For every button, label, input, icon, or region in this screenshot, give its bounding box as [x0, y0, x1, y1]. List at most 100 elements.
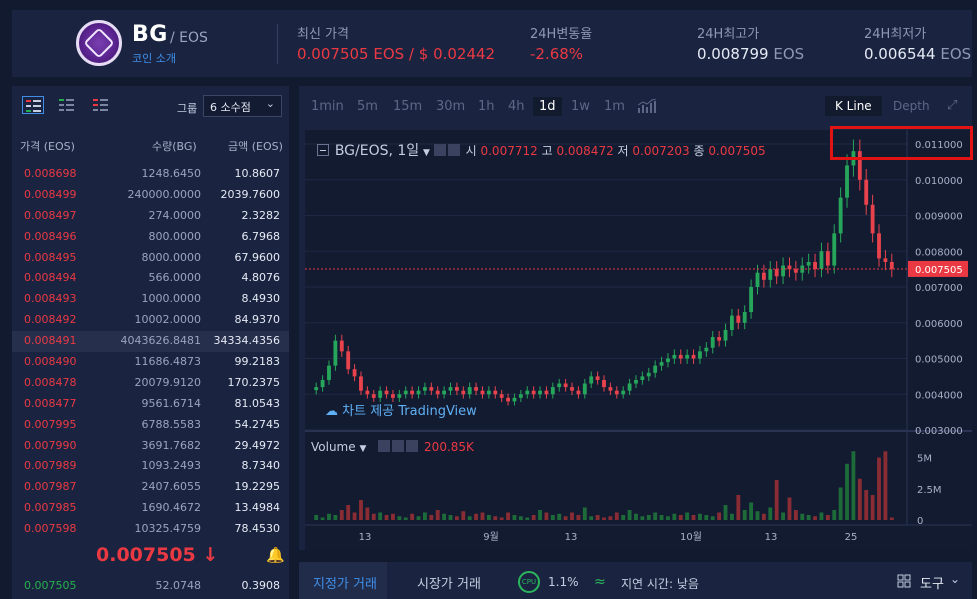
- candle: [486, 390, 491, 395]
- ask-qty: 10002.0000: [134, 313, 201, 327]
- tools-button[interactable]: 도구: [920, 577, 944, 592]
- ask-qty: 1248.6450: [141, 167, 202, 180]
- ask-row[interactable]: 0.008496 800.0000 6.7968: [12, 227, 289, 248]
- ask-row[interactable]: 0.007598 10325.4759 78.4530: [12, 519, 289, 540]
- trade-bar: 지정가 거래 시장가 거래 CPU 1.1% ≈ 지연 시간: 낮음 도구 ⌄: [299, 562, 972, 599]
- volume-bar: [793, 510, 798, 520]
- price-tick: 0.005000: [915, 355, 963, 366]
- date-tick: 9월: [483, 531, 499, 543]
- tab-kline[interactable]: K Line: [825, 96, 882, 116]
- candle: [365, 390, 370, 395]
- tab-limit-order[interactable]: 지정가 거래: [299, 562, 387, 599]
- coin-intro-link[interactable]: 코인 소개: [132, 52, 176, 65]
- ask-list: 0.008698 1248.6450 10.8607 0.008499 240000.0…: [12, 164, 289, 540]
- tf-30m[interactable]: 30m: [436, 99, 466, 114]
- volume-bar: [736, 495, 741, 520]
- candle: [832, 233, 837, 266]
- tf-1min[interactable]: 1min: [311, 99, 344, 114]
- volume-bar: [365, 507, 370, 520]
- volume-bar: [346, 505, 351, 520]
- candle: [825, 251, 830, 266]
- candle: [793, 269, 798, 273]
- ask-row[interactable]: 0.008490 11686.4873 99.2183: [12, 352, 289, 373]
- price-chart[interactable]: 0.011000 0.010000 0.009000 0.008000 0.007000…: [305, 130, 972, 550]
- volume-tick: 5M: [917, 454, 932, 465]
- ask-row[interactable]: 0.008477 9561.6714 81.0543: [12, 394, 289, 415]
- ask-row[interactable]: 0.007987 2407.6055 19.2295: [12, 477, 289, 498]
- candle: [352, 369, 357, 377]
- candle: [339, 340, 344, 352]
- candle: [384, 390, 389, 395]
- volume-bar: [723, 505, 728, 520]
- date-tick: 13: [359, 532, 372, 543]
- tf-1m[interactable]: 1m: [604, 99, 625, 114]
- view-bids-icon[interactable]: [56, 96, 78, 114]
- ask-qty: 3691.7682: [141, 438, 202, 452]
- candle: [538, 390, 542, 395]
- volume-bar: [550, 515, 555, 520]
- header-divider: [277, 24, 278, 64]
- ask-row[interactable]: 0.007989 1093.2493 8.7340: [12, 456, 289, 477]
- indicators-icon[interactable]: [637, 99, 657, 113]
- tf-1h[interactable]: 1h: [478, 99, 495, 114]
- tf-1w[interactable]: 1w: [571, 99, 590, 114]
- ask-row[interactable]: 0.008491 4043626.8481 34334.4356: [12, 331, 289, 353]
- tf-1d[interactable]: 1d: [533, 97, 562, 116]
- ask-row[interactable]: 0.008493 1000.0000 8.4930: [12, 289, 289, 310]
- price-tick: 0.010000: [915, 176, 963, 187]
- candle: [423, 387, 427, 391]
- tradingview-brand[interactable]: ☁ 차트 제공 TradingView: [325, 404, 477, 419]
- volume-bar: [333, 515, 338, 520]
- candle: [806, 261, 811, 266]
- candle: [314, 387, 319, 391]
- volume-bar: [825, 515, 830, 520]
- chart-area[interactable]: 0.011000 0.010000 0.009000 0.008000 0.007000…: [305, 130, 972, 550]
- bid-row[interactable]: 0.007505 52.0748 0.3908: [24, 579, 280, 592]
- volume-bar: [570, 512, 574, 520]
- ask-row[interactable]: 0.007990 3691.7682 29.4972: [12, 436, 289, 457]
- tools-icon[interactable]: [897, 574, 911, 588]
- tab-depth[interactable]: Depth: [893, 99, 930, 113]
- price-tick: 0.004000: [915, 390, 963, 401]
- volume-bar: [410, 513, 415, 520]
- tf-15m[interactable]: 15m: [393, 99, 423, 114]
- ask-row[interactable]: 0.008698 1248.6450 10.8607: [12, 164, 289, 185]
- ask-row[interactable]: 0.008478 20079.9120 170.2375: [12, 373, 289, 394]
- ask-row[interactable]: 0.008494 566.0000 4.8076: [12, 268, 289, 289]
- ask-price: 0.008495: [24, 250, 77, 264]
- volume-bar: [749, 502, 754, 520]
- candle: [397, 394, 402, 398]
- ask-row[interactable]: 0.008497 274.0000 2.3282: [12, 206, 289, 227]
- ask-row[interactable]: 0.008495 8000.0000 67.9600: [12, 248, 289, 269]
- ask-row[interactable]: 0.007985 1690.4672 13.4984: [12, 498, 289, 519]
- ask-row[interactable]: 0.008499 240000.0000 2039.7600: [12, 185, 289, 206]
- volume-bar: [384, 515, 389, 520]
- volume-bar: [877, 457, 881, 520]
- view-both-icon[interactable]: [22, 96, 44, 114]
- ask-qty: 1093.2493: [141, 459, 202, 473]
- low-value: 0.006544 EOS: [864, 45, 972, 63]
- decimal-group-select[interactable]: 6 소수점 ⌄: [203, 95, 282, 117]
- bell-icon[interactable]: 🔔: [266, 546, 285, 564]
- candle: [659, 362, 664, 366]
- candle: [723, 329, 728, 341]
- change-label: 24H변동율: [530, 27, 593, 42]
- volume-bar: [589, 516, 594, 520]
- view-asks-icon[interactable]: [90, 96, 112, 114]
- ask-qty: 6788.5583: [141, 417, 202, 431]
- ask-row[interactable]: 0.007995 6788.5583 54.2745: [12, 415, 289, 436]
- volume-bar: [634, 513, 638, 520]
- tf-4h[interactable]: 4h: [508, 99, 525, 114]
- ask-amount: 8.7340: [241, 459, 281, 473]
- volume-bar: [602, 517, 606, 520]
- volume-bar: [889, 517, 894, 520]
- candle: [845, 165, 849, 198]
- ask-qty: 1690.4672: [141, 501, 202, 515]
- fullscreen-icon[interactable]: ⤢: [947, 98, 958, 113]
- ask-amount: 13.4984: [234, 501, 281, 515]
- ask-row[interactable]: 0.008492 10002.0000 84.9370: [12, 310, 289, 331]
- tf-5m[interactable]: 5m: [357, 99, 378, 114]
- volume-bar: [704, 515, 709, 520]
- date-tick: 13: [565, 532, 578, 543]
- tab-market-order[interactable]: 시장가 거래: [417, 577, 481, 592]
